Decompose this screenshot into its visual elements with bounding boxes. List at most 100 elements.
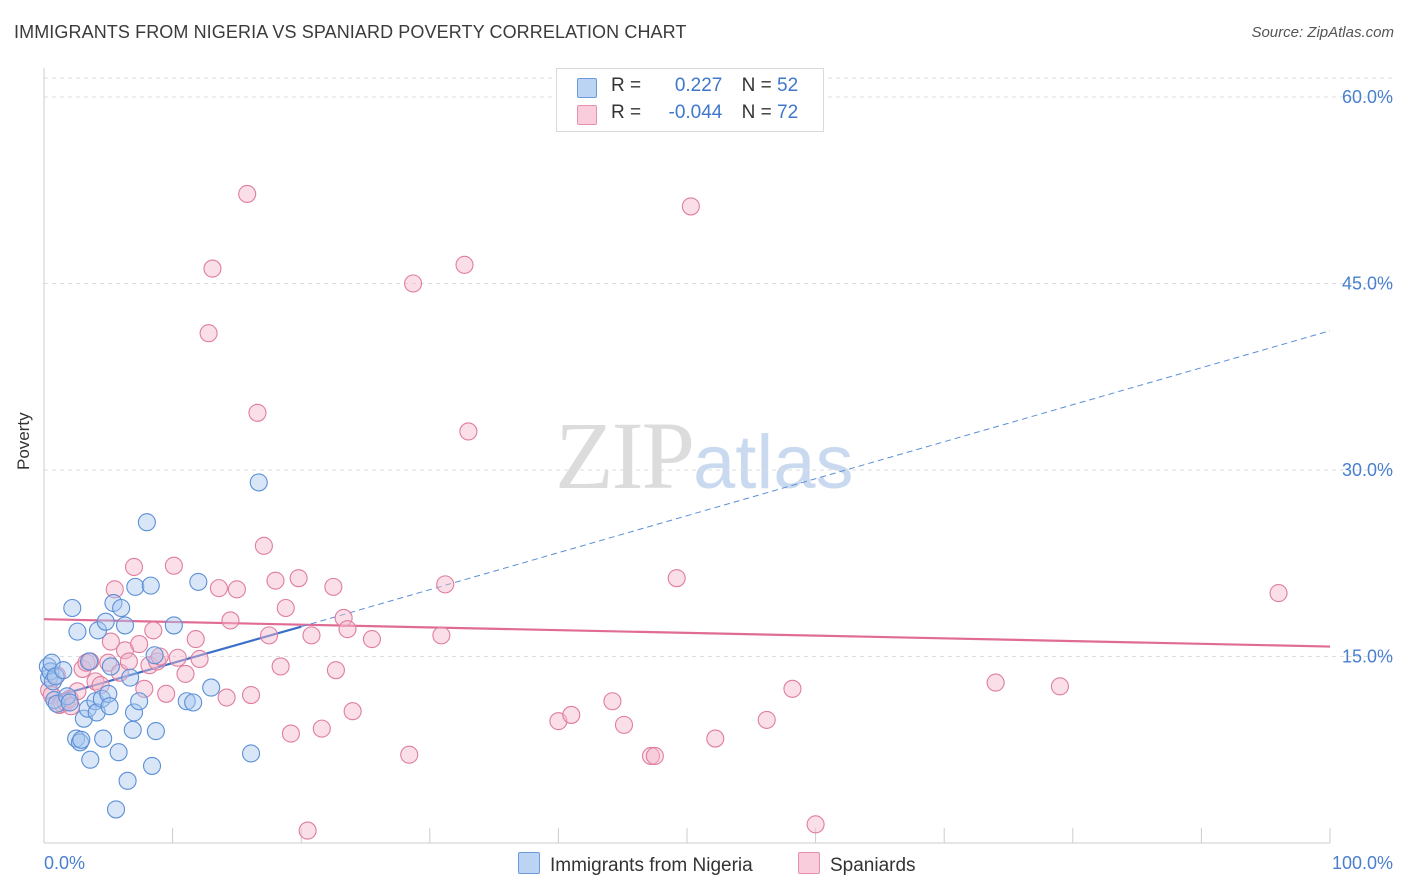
spaniards-point (298, 821, 317, 840)
nigeria-point (54, 661, 73, 680)
legend-swatch-nigeria (577, 78, 597, 98)
spaniards-point (326, 661, 345, 680)
nigeria-point (137, 513, 156, 532)
spaniards-point (783, 679, 802, 698)
nigeria-point (112, 598, 131, 618)
spaniards-point (217, 688, 236, 707)
y-tick-label: 30.0% (1342, 460, 1393, 480)
legend-n-value-nigeria: 52 (777, 75, 799, 96)
nigeria-point (241, 744, 261, 763)
bottom-legend-swatch-spaniards (798, 852, 820, 874)
nigeria-trend-extension (301, 330, 1331, 628)
bottom-legend-label-nigeria: Immigrants from Nigeria (550, 855, 753, 876)
spaniards-point (459, 422, 478, 441)
chart-source: Source: ZipAtlas.com (1251, 24, 1394, 41)
chart-title: IMMIGRANTS FROM NIGERIA VS SPANIARD POVE… (14, 22, 687, 42)
spaniards-point (254, 536, 273, 555)
spaniards-point (168, 648, 187, 667)
nigeria-point (249, 473, 268, 492)
spaniards-point (338, 620, 357, 639)
bottom-legend-swatch-nigeria (518, 852, 540, 874)
nigeria-point (126, 577, 145, 596)
spaniards-point (157, 684, 176, 703)
spaniards-point (199, 324, 218, 343)
axes (43, 68, 1331, 844)
nigeria-point (63, 598, 82, 618)
spaniards-point (203, 259, 222, 278)
y-tick-label: 45.0% (1342, 274, 1393, 294)
x-tick-label-min: 0.0% (44, 853, 85, 873)
nigeria-point (123, 720, 142, 739)
legend-r-value-nigeria: 0.227 (674, 75, 723, 96)
bottom-legend-spaniards: Spaniards (798, 852, 916, 877)
spaniards-point (186, 630, 205, 649)
spaniards-point (144, 621, 163, 640)
nigeria-point (124, 703, 144, 722)
spaniards-point (164, 556, 183, 575)
spaniards-point (105, 580, 124, 599)
nigeria-point (130, 692, 149, 711)
spaniards-point (271, 657, 290, 676)
spaniards-point (124, 557, 144, 577)
nigeria-point (184, 693, 203, 712)
spaniards-point (302, 626, 321, 645)
spaniards-point (1269, 584, 1288, 603)
nigeria-point (109, 743, 128, 762)
spaniards-point (400, 745, 419, 764)
spaniards-point (334, 608, 353, 628)
legend-r-label: R = (611, 75, 647, 96)
nigeria-point (118, 771, 137, 790)
legend-r-label: R = (611, 102, 647, 123)
spaniards-point (562, 705, 581, 724)
legend-swatch-spaniards (577, 105, 597, 125)
spaniards-point (130, 635, 149, 654)
nigeria-point (121, 668, 140, 687)
spaniards-point (343, 702, 362, 721)
spaniards-point (289, 569, 308, 588)
nigeria-point (142, 756, 162, 775)
nigeria-point (141, 576, 160, 595)
nigeria-point (106, 800, 126, 819)
nigeria-point (115, 616, 135, 635)
spaniards-point (641, 746, 661, 766)
spaniards-point (312, 719, 331, 738)
spaniards-point (209, 579, 228, 598)
bottom-legend-label-spaniards: Spaniards (830, 855, 916, 876)
spaniards-point (259, 626, 279, 645)
nigeria-point (202, 678, 221, 697)
nigeria-point (189, 572, 208, 591)
nigeria-point (72, 730, 91, 749)
spaniards-point (432, 626, 451, 645)
nigeria-point (81, 750, 100, 769)
nigeria-point (177, 692, 196, 711)
nigeria-point (164, 616, 183, 635)
y-tick-label: 60.0% (1342, 87, 1393, 107)
y-tick-label: 15.0% (1342, 647, 1393, 667)
spaniards-point (614, 715, 634, 734)
nigeria-point (79, 652, 99, 671)
spaniards-point (238, 184, 257, 204)
nigeria-point (100, 697, 119, 716)
spaniards-point (436, 575, 455, 594)
nigeria-point (43, 672, 63, 691)
spaniards-point (681, 197, 700, 216)
spaniards-point (176, 664, 195, 683)
nigeria-point (60, 693, 79, 712)
spaniards-point (706, 729, 725, 748)
legend-n-label: N = (741, 102, 778, 123)
nigeria-point (101, 657, 120, 676)
spaniards-trend-line (43, 618, 1331, 648)
watermark: ZIPatlas (555, 400, 854, 511)
legend-n-value-spaniards: 72 (777, 102, 799, 123)
spaniards-point (362, 630, 381, 649)
nigeria-point (78, 699, 97, 718)
nigeria-points (38, 473, 268, 819)
spaniards-point (227, 580, 246, 599)
spaniards-point (266, 571, 285, 590)
spaniards-point (324, 577, 343, 596)
spaniards-point (1050, 677, 1069, 696)
spaniards-point (757, 710, 776, 729)
nigeria-point (47, 694, 66, 713)
spaniards-point (119, 652, 138, 671)
